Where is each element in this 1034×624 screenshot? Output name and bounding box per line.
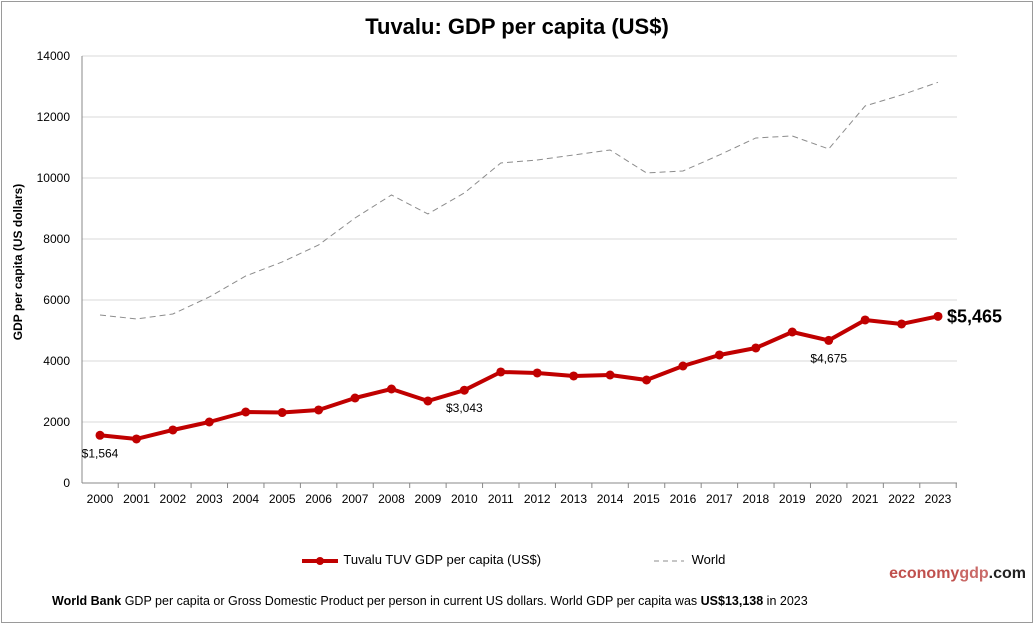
x-tick-label: 2001 xyxy=(123,492,150,506)
x-tick-label: 2018 xyxy=(742,492,769,506)
legend-label-world: World xyxy=(691,552,726,567)
tuvalu-point xyxy=(678,361,688,371)
tuvalu-point xyxy=(787,327,797,337)
y-tick-label: 8000 xyxy=(43,232,70,246)
tuvalu-point xyxy=(751,343,761,353)
tuvalu-point xyxy=(714,350,724,360)
y-tick-label: 6000 xyxy=(43,293,70,307)
tuvalu-point xyxy=(496,367,506,377)
tuvalu-point xyxy=(824,335,834,345)
x-tick-label: 2019 xyxy=(779,492,806,506)
tuvalu-point xyxy=(605,370,615,380)
legend-marker-world xyxy=(654,560,684,562)
x-tick-label: 2014 xyxy=(597,492,624,506)
tuvalu-point xyxy=(350,393,360,403)
tuvalu-point xyxy=(933,311,943,321)
legend-item-world: World xyxy=(652,552,725,568)
world-line xyxy=(99,81,939,320)
data-label: $3,043 xyxy=(446,401,483,415)
y-tick-label: 4000 xyxy=(43,354,70,368)
x-tick-label: 2007 xyxy=(342,492,369,506)
tuvalu-point xyxy=(386,384,396,394)
x-tick-label: 2020 xyxy=(815,492,842,506)
data-label-latest: $5,465 xyxy=(947,306,1002,326)
tuvalu-point xyxy=(569,371,579,381)
chart-title: Tuvalu: GDP per capita (US$) xyxy=(365,14,669,39)
tuvalu-point xyxy=(204,417,214,427)
x-tick-label: 2009 xyxy=(415,492,442,506)
x-tick-label: 2021 xyxy=(852,492,879,506)
tuvalu-point xyxy=(314,405,324,415)
data-label: $1,564 xyxy=(82,446,119,460)
brand-part1: economy xyxy=(889,565,960,582)
tuvalu-point xyxy=(423,396,433,406)
x-tick-label: 2004 xyxy=(232,492,259,506)
brand-logo: economygdp.com xyxy=(889,565,1026,583)
footer-value: US$13,138 xyxy=(700,594,764,608)
tuvalu-point xyxy=(459,385,469,395)
tuvalu-point xyxy=(897,319,907,329)
tuvalu-line xyxy=(99,314,939,441)
footer-text: GDP per capita or Gross Domestic Product… xyxy=(121,594,701,608)
y-tick-label: 12000 xyxy=(37,110,71,124)
tuvalu-point xyxy=(642,375,652,385)
footer-source: World Bank xyxy=(52,594,122,608)
data-label: $4,675 xyxy=(810,351,847,365)
x-tick-label: 2006 xyxy=(305,492,332,506)
x-tick-label: 2003 xyxy=(196,492,223,506)
x-tick-label: 2022 xyxy=(888,492,915,506)
tuvalu-point xyxy=(860,315,870,325)
x-tick-label: 2017 xyxy=(706,492,733,506)
x-tick-label: 2010 xyxy=(451,492,478,506)
brand-part3: .com xyxy=(988,565,1026,582)
footer-tail: in 2023 xyxy=(763,594,808,608)
brand-part2: gdp xyxy=(959,565,989,582)
footer-note: World Bank GDP per capita or Gross Domes… xyxy=(52,594,808,608)
tuvalu-point xyxy=(131,434,141,444)
y-tick-label: 0 xyxy=(63,476,70,490)
tuvalu-point xyxy=(241,407,251,417)
tuvalu-point xyxy=(277,408,287,418)
x-tick-label: 2012 xyxy=(524,492,551,506)
x-tick-label: 2016 xyxy=(670,492,697,506)
x-tick-label: 2008 xyxy=(378,492,405,506)
x-tick-label: 2015 xyxy=(633,492,660,506)
x-tick-label: 2023 xyxy=(925,492,952,506)
legend-item-tuvalu: Tuvalu TUV GDP per capita (US$) xyxy=(300,552,541,568)
x-tick-label: 2005 xyxy=(269,492,296,506)
tuvalu-point xyxy=(95,430,105,440)
legend-label-tuvalu: Tuvalu TUV GDP per capita (US$) xyxy=(343,552,542,567)
x-tick-label: 2002 xyxy=(160,492,187,506)
tuvalu-point xyxy=(168,425,178,435)
x-tick-label: 2000 xyxy=(87,492,114,506)
legend-marker-tuvalu xyxy=(302,556,338,565)
x-tick-label: 2013 xyxy=(560,492,587,506)
y-tick-label: 2000 xyxy=(43,415,70,429)
tuvalu-point xyxy=(532,368,542,378)
y-tick-label: 10000 xyxy=(37,171,71,185)
y-tick-label: 14000 xyxy=(37,49,71,63)
x-tick-label: 2011 xyxy=(488,492,514,506)
